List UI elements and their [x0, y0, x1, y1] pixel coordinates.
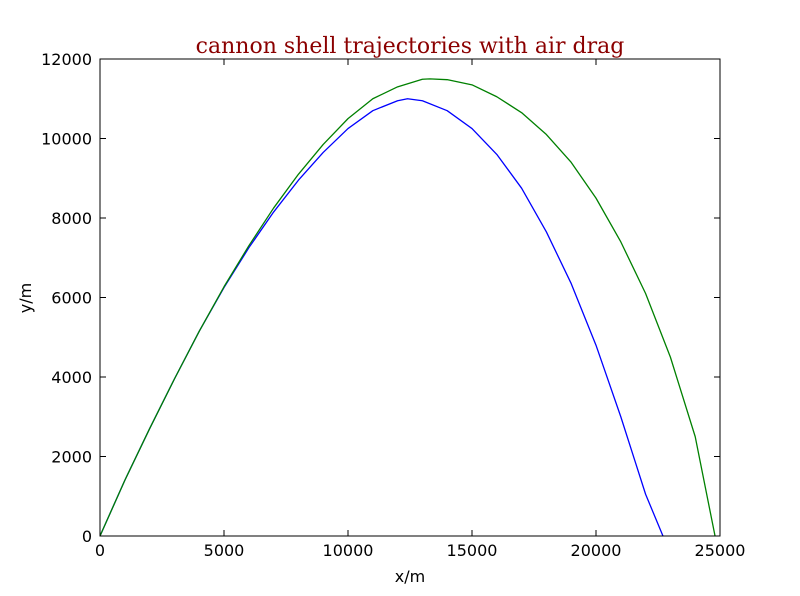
- y-tick-label: 6000: [51, 289, 92, 308]
- y-tick-label: 10000: [41, 130, 92, 149]
- x-tick-label: 15000: [447, 541, 498, 560]
- plot-frame: [99, 58, 721, 537]
- chart-title: cannon shell trajectories with air drag: [196, 34, 625, 59]
- y-tick-label: 4000: [51, 368, 92, 387]
- x-tick-label: 0: [95, 541, 105, 560]
- y-axis-label: y/m: [16, 283, 35, 313]
- trajectory-line-1: [99, 98, 664, 537]
- trajectory-line-2: [99, 78, 716, 537]
- y-tick-label: 12000: [41, 50, 92, 69]
- x-axis-label: x/m: [395, 567, 425, 586]
- y-axis-ticks: 0 2000 4000 6000 8000 10000 12000: [41, 50, 720, 546]
- x-axis-ticks: 0 5000 10000 15000 20000 25000: [95, 59, 746, 560]
- plot-lines: [99, 78, 716, 537]
- y-tick-label: 0: [82, 527, 92, 546]
- x-tick-label: 25000: [695, 541, 746, 560]
- x-tick-label: 10000: [323, 541, 374, 560]
- x-tick-label: 5000: [204, 541, 245, 560]
- y-tick-label: 2000: [51, 448, 92, 467]
- y-tick-label: 8000: [51, 209, 92, 228]
- x-tick-label: 20000: [571, 541, 622, 560]
